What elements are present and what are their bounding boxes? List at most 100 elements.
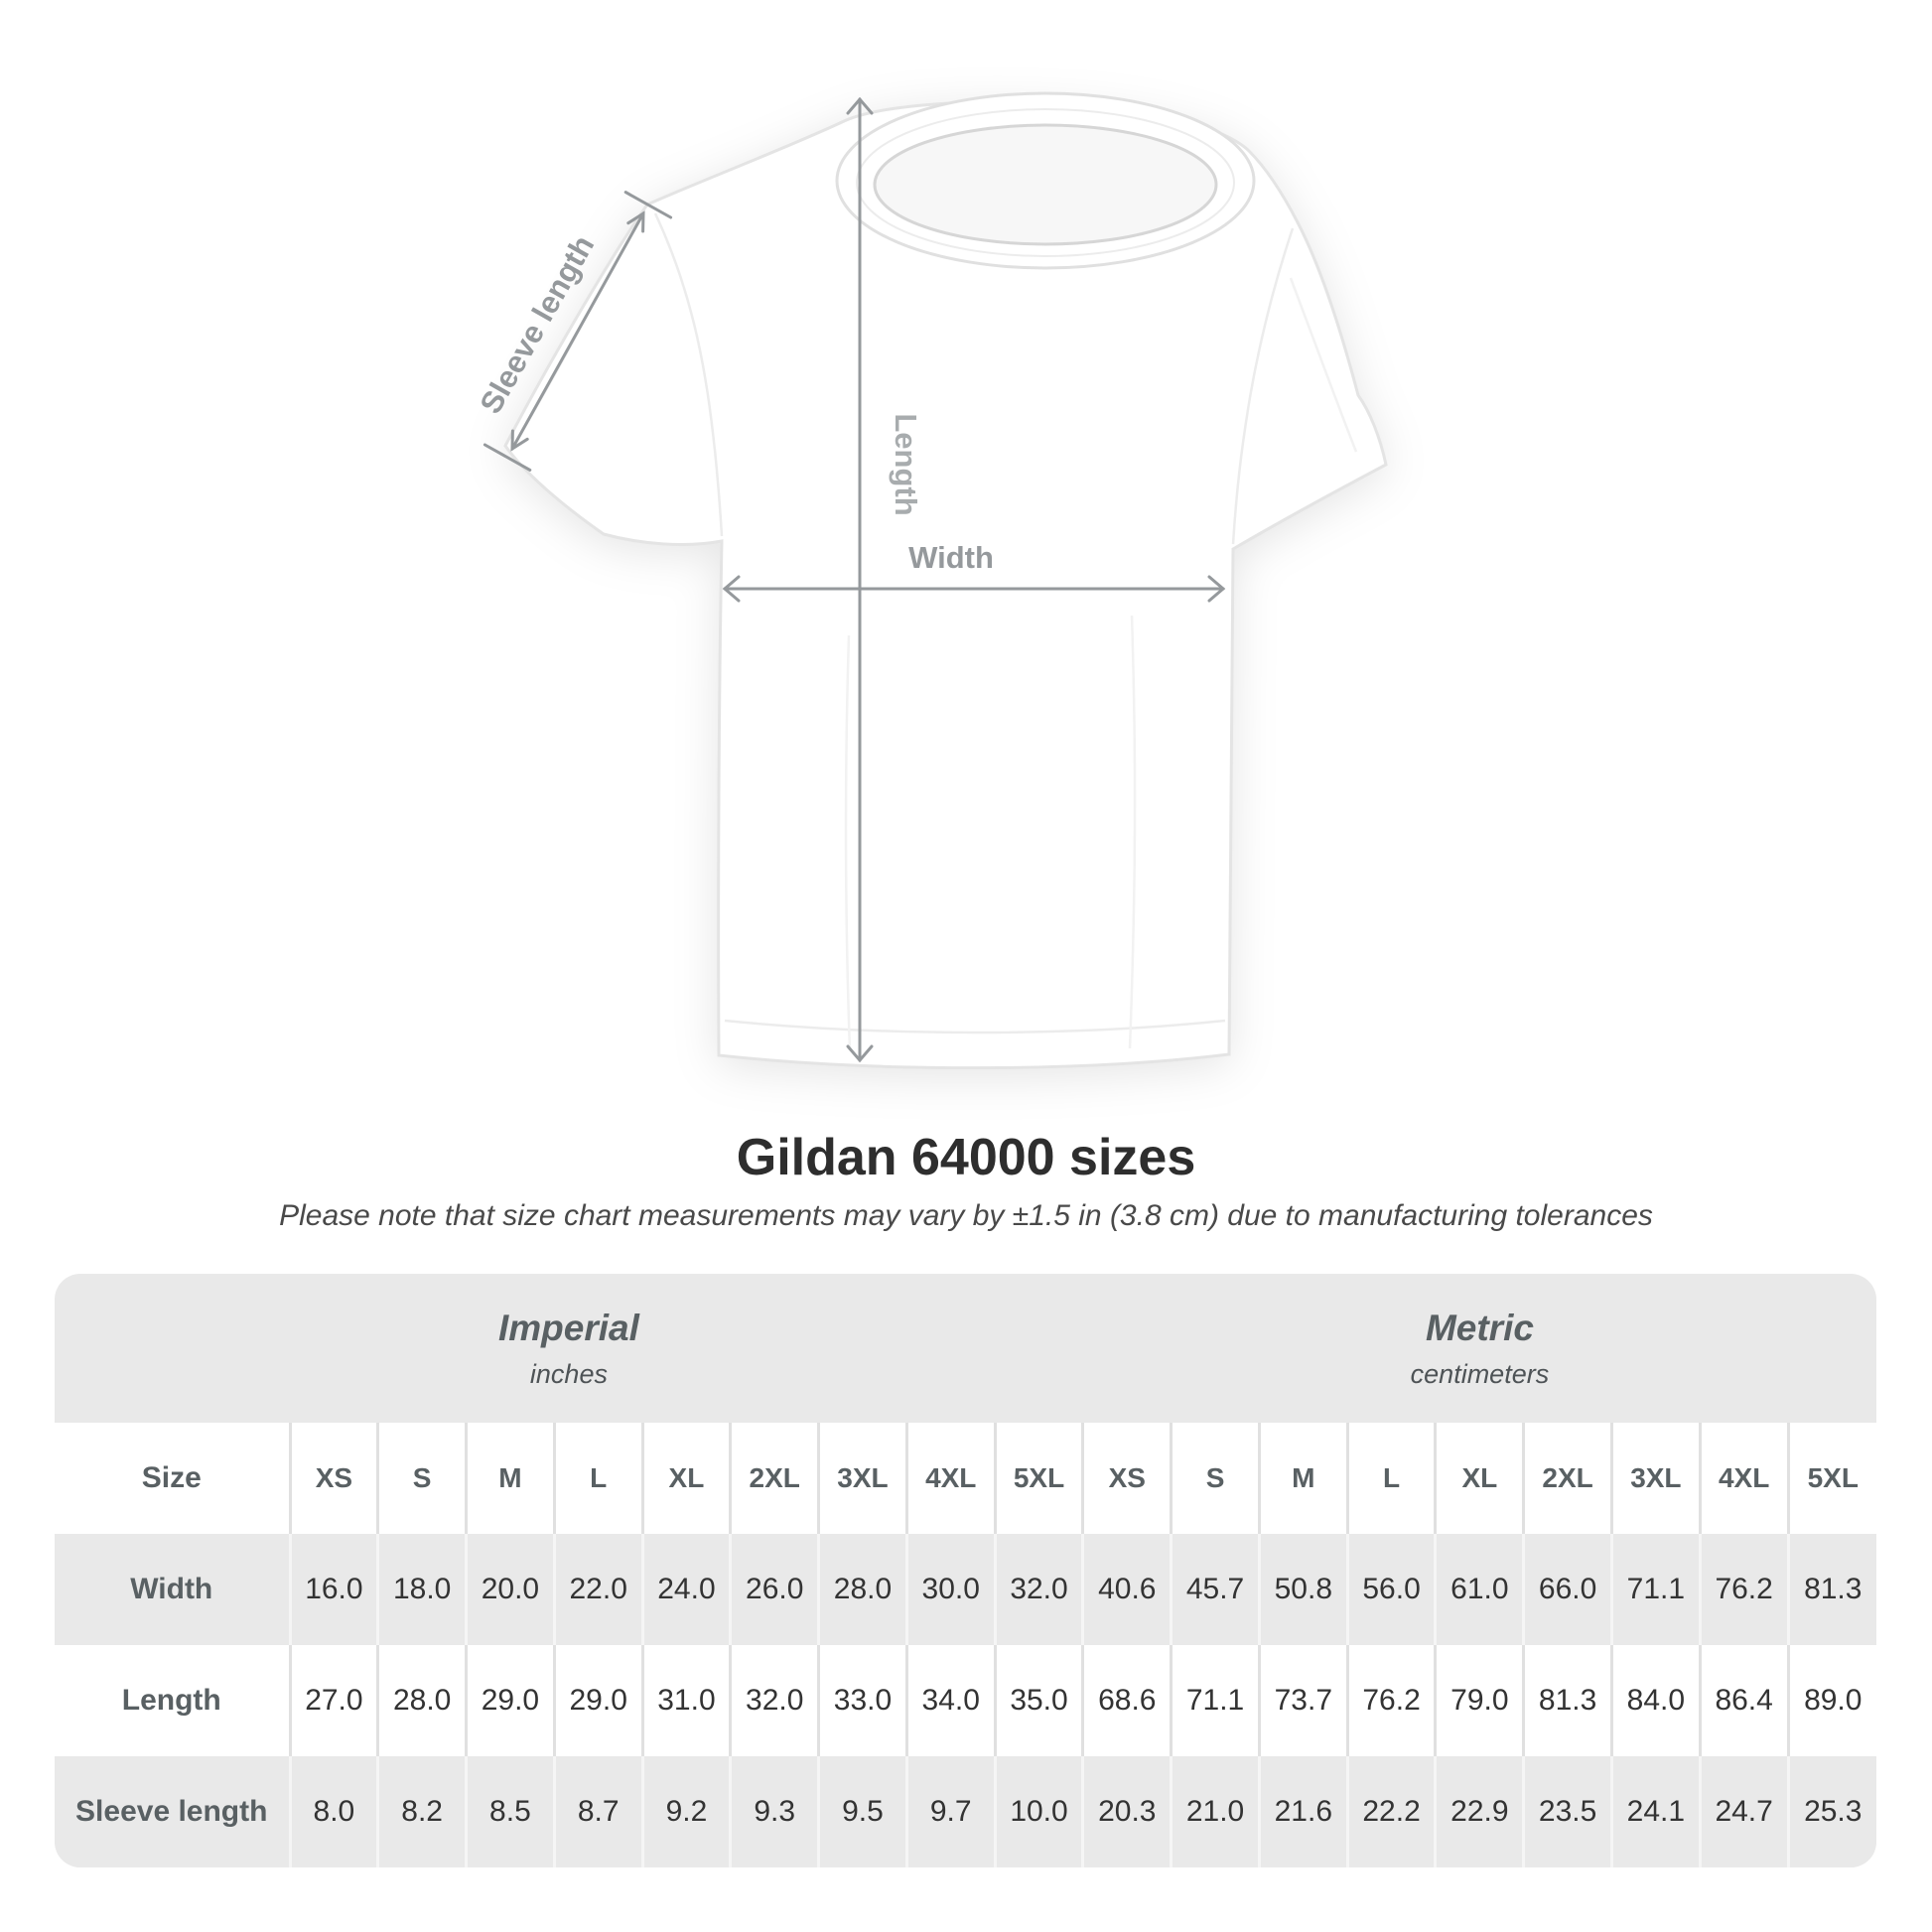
measurement-value: 81.3 — [1786, 1534, 1876, 1645]
measurement-value: 9.7 — [904, 1756, 996, 1867]
size-header-row: Size XS S M L XL 2XL 3XL 4XL 5XL XS S M … — [55, 1423, 1876, 1534]
measurement-value: 24.0 — [640, 1534, 731, 1645]
measurement-value: 76.2 — [1345, 1645, 1436, 1756]
measurement-value: 71.1 — [1170, 1645, 1260, 1756]
size-col-header: XL — [1434, 1423, 1524, 1534]
measurement-value: 20.3 — [1081, 1756, 1172, 1867]
measurement-value: 61.0 — [1434, 1534, 1524, 1645]
size-col-header: 2XL — [729, 1423, 819, 1534]
measurement-value: 22.9 — [1434, 1756, 1524, 1867]
measurement-value: 73.7 — [1257, 1645, 1348, 1756]
measurement-value: 29.0 — [552, 1645, 643, 1756]
width-row: Width 16.0 18.0 20.0 22.0 24.0 26.0 28.0… — [55, 1534, 1876, 1645]
size-col-header: M — [1257, 1423, 1348, 1534]
measurement-value: 89.0 — [1786, 1645, 1876, 1756]
imperial-title: Imperial — [497, 1307, 639, 1348]
measurement-value: 25.3 — [1786, 1756, 1876, 1867]
length-label: Length — [889, 413, 923, 515]
collar-opening — [873, 123, 1218, 246]
measurement-value: 8.7 — [552, 1756, 643, 1867]
measurement-value: 35.0 — [993, 1645, 1083, 1756]
row-label: Sleeve length — [75, 1795, 268, 1828]
width-arrow — [722, 575, 1226, 603]
measurement-value: 81.3 — [1522, 1645, 1612, 1756]
size-col-header: L — [1345, 1423, 1436, 1534]
units-header-row: Imperial inches Metric centimeters — [55, 1274, 1876, 1423]
width-label: Width — [908, 540, 994, 575]
measurement-value: 30.0 — [904, 1534, 996, 1645]
measurement-value: 86.4 — [1698, 1645, 1789, 1756]
right-sleeve-seam — [1231, 227, 1295, 545]
measurement-value: 56.0 — [1345, 1534, 1436, 1645]
measurement-value: 26.0 — [729, 1534, 819, 1645]
measurement-value: 31.0 — [640, 1645, 731, 1756]
collar-stitch — [856, 108, 1235, 257]
sleeve-length-arrow — [483, 191, 673, 472]
size-col-header: XL — [640, 1423, 731, 1534]
measurement-value: 84.0 — [1609, 1645, 1701, 1756]
measurement-value: 9.2 — [640, 1756, 731, 1867]
wrinkle-line — [844, 634, 852, 1051]
size-row-label: Size — [141, 1461, 202, 1494]
measurement-value: 68.6 — [1081, 1645, 1172, 1756]
size-col-header: M — [465, 1423, 555, 1534]
sleeve-fold — [1289, 277, 1358, 453]
measurement-value: 34.0 — [904, 1645, 996, 1756]
size-col-header: S — [1170, 1423, 1260, 1534]
size-col-header: XS — [288, 1423, 378, 1534]
measurement-value: 27.0 — [288, 1645, 378, 1756]
metric-title: Metric — [1425, 1307, 1534, 1348]
size-col-header: 4XL — [904, 1423, 996, 1534]
measurement-value: 18.0 — [376, 1534, 467, 1645]
length-row: Length 27.0 28.0 29.0 29.0 31.0 32.0 33.… — [55, 1645, 1876, 1756]
measurement-value: 23.5 — [1522, 1756, 1612, 1867]
size-col-header: 2XL — [1522, 1423, 1612, 1534]
size-col-header: 3XL — [817, 1423, 907, 1534]
size-col-header: 5XL — [1786, 1423, 1876, 1534]
measurement-value: 28.0 — [817, 1534, 907, 1645]
measurement-value: 32.0 — [993, 1534, 1083, 1645]
measurement-value: 8.2 — [376, 1756, 467, 1867]
measurement-value: 32.0 — [729, 1645, 819, 1756]
hem-stitch — [724, 1019, 1226, 1035]
size-col-header: XS — [1081, 1423, 1172, 1534]
measurement-value: 29.0 — [465, 1645, 555, 1756]
measurement-value: 24.7 — [1698, 1756, 1789, 1867]
tolerance-note: Please note that size chart measurements… — [279, 1199, 1653, 1232]
measurement-value: 45.7 — [1170, 1534, 1260, 1645]
measurement-value: 40.6 — [1081, 1534, 1172, 1645]
measurement-value: 9.3 — [729, 1756, 819, 1867]
measurement-value: 79.0 — [1434, 1645, 1524, 1756]
measurement-value: 8.5 — [465, 1756, 555, 1867]
measurement-value: 76.2 — [1698, 1534, 1789, 1645]
imperial-unit: inches — [529, 1358, 608, 1389]
measurement-value: 10.0 — [993, 1756, 1083, 1867]
imperial-section-header: Imperial inches — [55, 1274, 1083, 1423]
measurement-value: 22.2 — [1345, 1756, 1436, 1867]
row-label: Width — [130, 1573, 213, 1605]
metric-section-header: Metric centimeters — [1083, 1274, 1876, 1423]
measurement-value: 28.0 — [376, 1645, 467, 1756]
measurement-value: 21.6 — [1257, 1756, 1348, 1867]
metric-unit: centimeters — [1410, 1358, 1550, 1389]
measurement-value: 50.8 — [1257, 1534, 1348, 1645]
page-title: Gildan 64000 sizes — [736, 1129, 1196, 1186]
measurement-value: 9.5 — [817, 1756, 907, 1867]
measurement-value: 20.0 — [465, 1534, 555, 1645]
size-table-card: Imperial inches Metric centimeters Size … — [55, 1274, 1876, 1867]
wrinkle-line — [1128, 615, 1137, 1049]
size-col-header: 4XL — [1698, 1423, 1789, 1534]
size-col-header: S — [376, 1423, 467, 1534]
measurement-value: 71.1 — [1609, 1534, 1701, 1645]
length-arrow — [846, 96, 874, 1063]
measurement-value: 8.0 — [288, 1756, 378, 1867]
measurement-value: 33.0 — [817, 1645, 907, 1756]
measurement-value: 22.0 — [552, 1534, 643, 1645]
measurement-value: 66.0 — [1522, 1534, 1612, 1645]
measurement-value: 24.1 — [1609, 1756, 1701, 1867]
size-col-header: 3XL — [1609, 1423, 1701, 1534]
left-sleeve-seam — [653, 212, 724, 537]
sleeve-length-row: Sleeve length 8.0 8.2 8.5 8.7 9.2 9.3 9.… — [55, 1756, 1876, 1867]
